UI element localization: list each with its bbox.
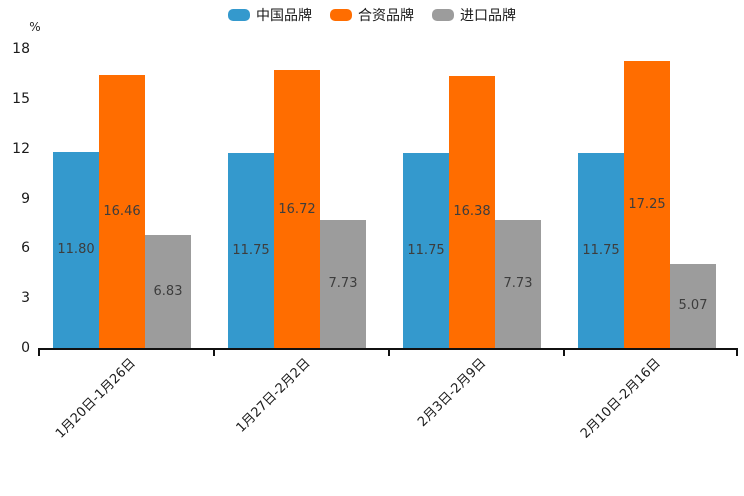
bar-series1-group1[interactable]: 11.80 xyxy=(53,151,99,348)
x-axis-line xyxy=(38,348,738,350)
bar-value-label: 16.38 xyxy=(453,204,491,220)
bar-value-label: 11.80 xyxy=(57,242,95,258)
x-axis-tick xyxy=(563,348,565,356)
x-category-label: 1月27日-2月2日 xyxy=(233,355,314,436)
bar-series1-group2[interactable]: 11.75 xyxy=(228,152,274,348)
bar-value-label: 11.75 xyxy=(407,242,445,258)
bar-series1-group3[interactable]: 11.75 xyxy=(403,152,449,348)
legend: 中国品牌 合资品牌 进口品牌 xyxy=(0,5,744,25)
bar-value-label: 17.25 xyxy=(628,197,666,213)
bar-value-label: 7.73 xyxy=(503,276,533,292)
bar-series2-group2[interactable]: 16.72 xyxy=(274,70,320,348)
legend-label: 中国品牌 xyxy=(256,8,312,24)
bar-value-label: 11.75 xyxy=(232,242,270,258)
bar-series2-group3[interactable]: 16.38 xyxy=(449,75,495,348)
bar-series3-group3[interactable]: 7.73 xyxy=(495,219,541,348)
y-tick-label: 12 xyxy=(12,140,30,157)
legend-label: 合资品牌 xyxy=(358,8,414,24)
legend-item-1[interactable]: 中国品牌 xyxy=(228,5,312,25)
y-tick-label: 9 xyxy=(21,190,30,207)
bar-series3-group2[interactable]: 7.73 xyxy=(320,219,366,348)
bar-value-label: 16.46 xyxy=(103,203,141,219)
y-tick-label: 6 xyxy=(21,240,30,257)
bar-value-label: 7.73 xyxy=(328,276,358,292)
legend-item-3[interactable]: 进口品牌 xyxy=(432,5,516,25)
legend-label: 进口品牌 xyxy=(460,8,516,24)
bar-value-label: 16.72 xyxy=(278,201,316,217)
y-tick-label: 0 xyxy=(21,340,30,356)
x-category-label: 1月20日-1月26日 xyxy=(53,355,139,442)
bar-series2-group4[interactable]: 17.25 xyxy=(624,61,670,348)
legend-swatch-icon xyxy=(330,9,352,21)
bar-value-label: 11.75 xyxy=(582,242,620,258)
bar-series2-group1[interactable]: 16.46 xyxy=(99,74,145,348)
y-tick-label: 18 xyxy=(12,41,30,57)
x-axis-tick xyxy=(388,348,390,356)
y-tick-label: 3 xyxy=(21,290,30,307)
x-axis-tick xyxy=(213,348,215,356)
bar-series1-group4[interactable]: 11.75 xyxy=(578,152,624,348)
x-axis-tick xyxy=(736,348,738,356)
bar-series3-group4[interactable]: 5.07 xyxy=(670,263,716,348)
bar-value-label: 5.07 xyxy=(678,298,708,314)
y-tick-label: 15 xyxy=(12,90,30,107)
bar-value-label: 6.83 xyxy=(153,283,183,299)
legend-item-2[interactable]: 合资品牌 xyxy=(330,5,414,25)
bar-series3-group1[interactable]: 6.83 xyxy=(145,234,191,348)
legend-swatch-icon xyxy=(432,9,454,21)
x-category-label: 2月10日-2月16日 xyxy=(578,355,664,442)
legend-swatch-icon xyxy=(228,9,250,21)
y-axis-unit-label: % xyxy=(29,20,41,34)
x-category-label: 2月3日-2月9日 xyxy=(414,355,489,430)
x-axis-tick xyxy=(38,348,40,356)
